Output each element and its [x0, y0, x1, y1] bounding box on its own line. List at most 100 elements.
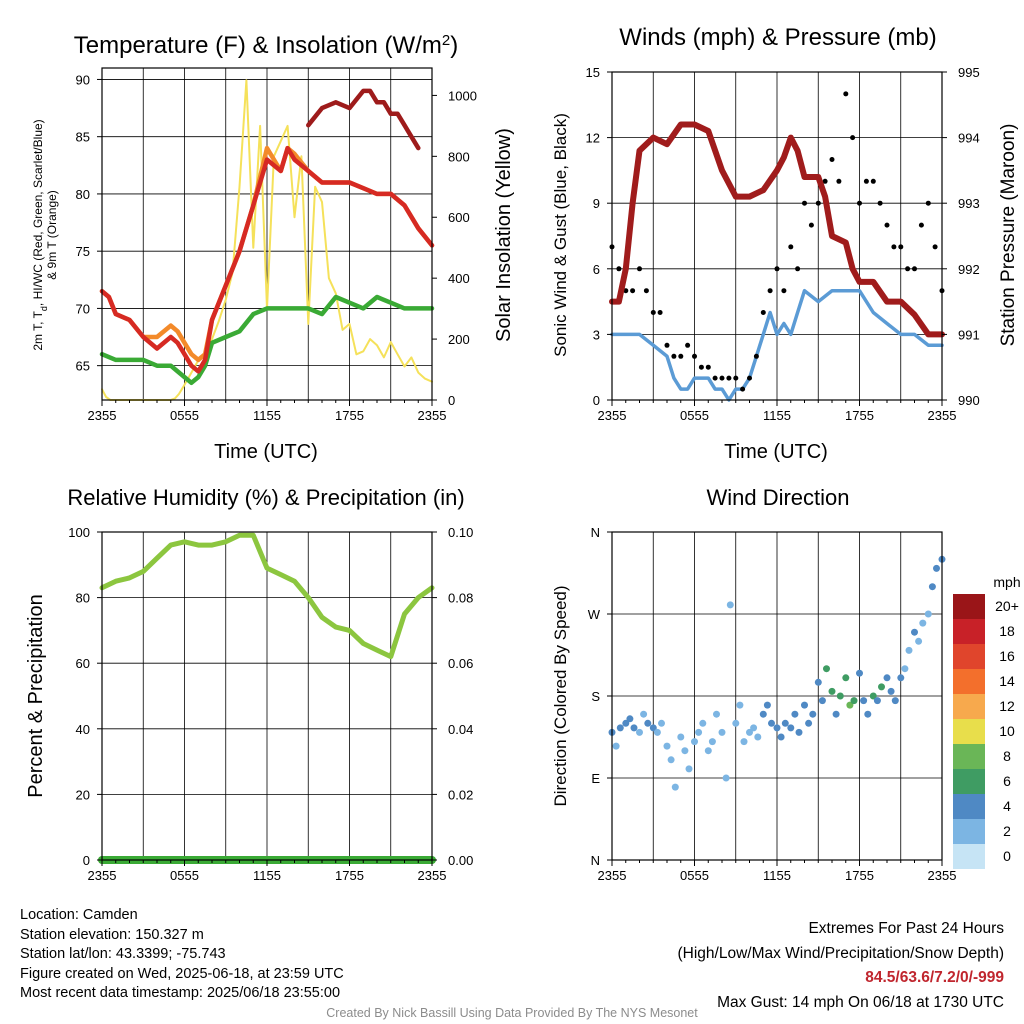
y2-tick-label: 0.02: [448, 787, 473, 802]
wdir-point: [781, 719, 789, 727]
x-tick-label: 0555: [680, 408, 709, 423]
y-tick-label: 70: [76, 301, 90, 316]
wdir-point: [626, 715, 634, 723]
wdir-point: [878, 683, 885, 691]
panel-temperature: Temperature (F) & Insolation (W/m2) 2355…: [31, 32, 515, 464]
gust-point: [747, 375, 752, 381]
gust-point: [616, 266, 622, 272]
y2-tick-label: 0.08: [448, 591, 473, 606]
wdir-point: [869, 692, 877, 700]
winds-ticks: 2355 0555 1155 1755 235503691215990991992993…: [586, 65, 980, 423]
legend-title: mph: [993, 574, 1020, 590]
panel-title-humidity: Relative Humidity (%) & Precipitation (i…: [67, 485, 464, 510]
legend-label: 0: [1003, 848, 1011, 864]
wdir-point: [773, 724, 781, 732]
gust-point: [815, 200, 821, 206]
winds-y2label: Station Pressure (Maroon): [998, 124, 1019, 347]
legend-swatch: [953, 819, 985, 844]
y2-tick-label: 0.10: [448, 525, 473, 540]
gust-point: [637, 266, 642, 272]
legend-swatch: [953, 669, 985, 694]
temperature-ticks: 2355 0555 1155 1755 2355 65 70 75 80 85 90 0 200 400 6…: [76, 72, 477, 423]
temperature-grid: [102, 68, 432, 400]
legend-label: 10: [999, 723, 1015, 739]
humidity-ylabel: Percent & Precipitation: [25, 594, 47, 797]
wdir-point: [763, 701, 771, 709]
x-tick-label: 2355: [928, 868, 957, 883]
dewpoint-series-line: [99, 294, 435, 386]
wdir-point: [663, 742, 671, 750]
gust-point: [671, 353, 677, 359]
gust-point: [774, 266, 780, 272]
x-tick-label: 1155: [763, 408, 791, 423]
gust-point: [623, 288, 629, 294]
wdir-point: [713, 710, 720, 718]
winds-ylabel: Sonic Wind & Gust (Blue, Black): [551, 113, 570, 357]
legend-label: 2: [1003, 823, 1011, 839]
gust-point: [925, 200, 931, 206]
credit-text: Created By Nick Bassill Using Data Provi…: [326, 1006, 698, 1020]
wdir-point: [928, 583, 936, 591]
wdir-point: [699, 719, 707, 727]
wdir-point: [905, 646, 913, 654]
y-tick-label: 20: [76, 787, 90, 802]
wdir-point: [850, 697, 858, 705]
gust-point: [808, 222, 814, 228]
x-tick-label: 1155: [253, 868, 281, 883]
legend-label: 6: [1003, 773, 1011, 789]
temperature-ylabel-2: & 9m T (Orange): [45, 190, 59, 280]
wdir-point: [740, 738, 748, 746]
y2-tick-label: 1000: [448, 88, 477, 103]
legend-label: 20+: [995, 598, 1019, 614]
wdir-point: [924, 610, 932, 618]
gust-point: [857, 200, 862, 206]
wdir-point: [677, 733, 685, 741]
wdir-point: [846, 701, 854, 709]
humidity-ticks: 2355 0555 1155 1755 23550204060801000.000.02…: [68, 525, 473, 883]
legend-swatch: [953, 619, 985, 644]
wdir-point: [691, 738, 698, 746]
wdir-point: [644, 719, 652, 727]
legend-swatch: [953, 794, 985, 819]
y2-tick-label: 600: [448, 210, 470, 225]
wdir-point: [759, 710, 767, 718]
gust-point: [932, 244, 938, 250]
gust-point: [643, 288, 649, 294]
winds-series: [609, 91, 945, 402]
legend-swatch: [953, 644, 985, 669]
station-info: Location: Camden Station elevation: 150.…: [20, 906, 344, 1004]
y2-tick-label: 990: [958, 393, 980, 408]
wdir-point: [791, 710, 799, 718]
gust-point: [836, 178, 842, 184]
wdir-point: [933, 564, 940, 572]
wdir-point: [864, 710, 872, 718]
y2-tick-label: 995: [958, 65, 980, 80]
x-tick-label: 1755: [845, 408, 874, 423]
wdir-point: [842, 674, 850, 682]
wdir-point: [671, 783, 679, 791]
y-tick-label: 65: [76, 359, 90, 374]
gust-point: [630, 288, 636, 294]
panel-wind-direction: Wind Direction 2355 0555 1155 1755 2355NESWN…: [551, 485, 1021, 883]
pressure-series-line: [609, 121, 945, 338]
x-tick-label: 0555: [170, 868, 199, 883]
y2-tick-label: 0.04: [448, 722, 473, 737]
wdir-point: [883, 674, 891, 682]
wdir-point: [736, 701, 744, 709]
wdir-point: [818, 697, 826, 705]
legend-label: 12: [999, 698, 1015, 714]
wdir-point: [704, 747, 712, 755]
gust-point: [698, 364, 704, 370]
gust-point: [753, 353, 759, 359]
y2-tick-label: 992: [958, 262, 980, 277]
wdir-point: [787, 724, 795, 732]
x-tick-label: 2355: [418, 408, 447, 423]
wdir-point: [768, 719, 775, 727]
wdir-point: [649, 724, 657, 732]
panel-humidity: Relative Humidity (%) & Precipitation (i…: [25, 485, 473, 883]
gust-point: [863, 178, 869, 184]
x-tick-label: 1155: [253, 408, 281, 423]
air_temp-series-line: [99, 145, 435, 374]
